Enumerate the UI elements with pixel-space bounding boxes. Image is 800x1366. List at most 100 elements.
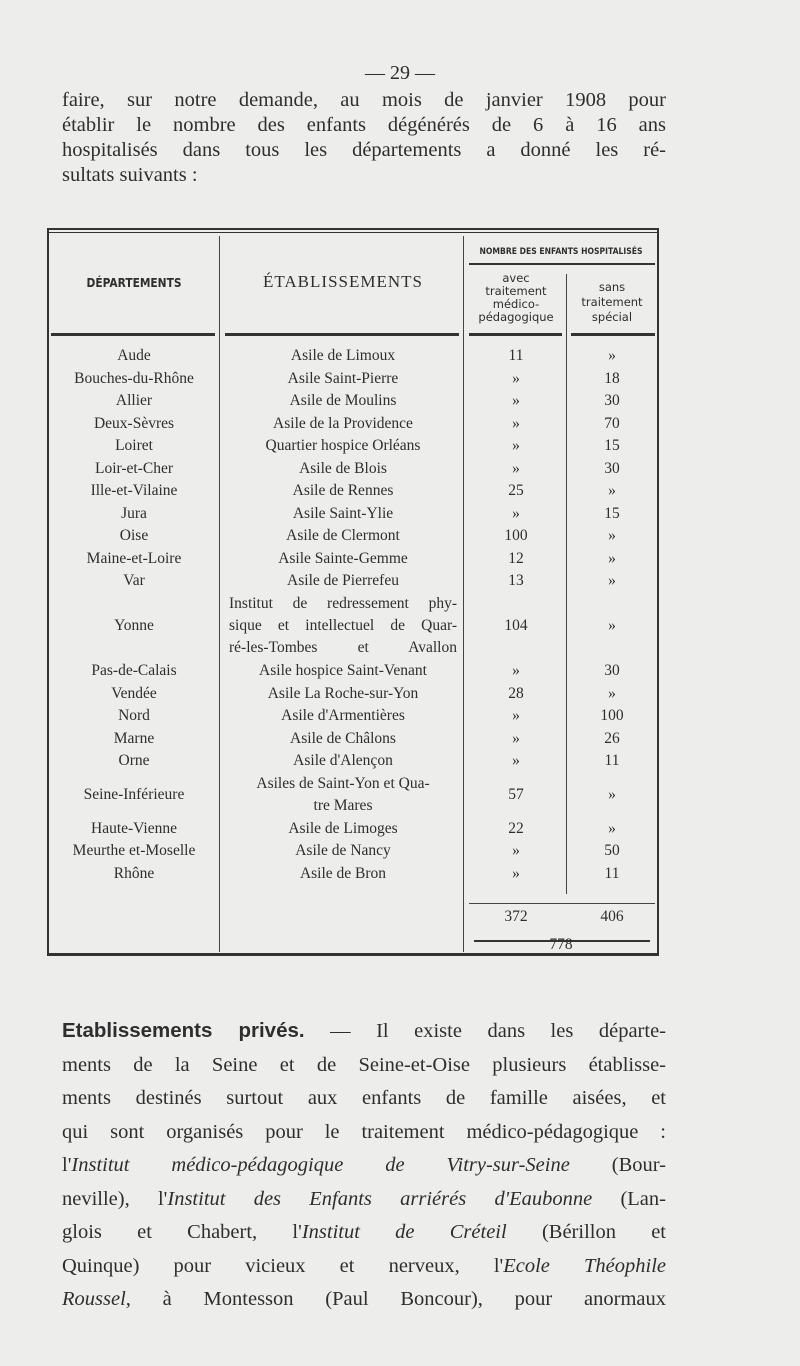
text-line: sultats suivants : bbox=[62, 164, 198, 186]
cell-line: Asile de la Providence bbox=[273, 414, 413, 432]
cell-etablissement: Asile La Roche-sur-Yon bbox=[221, 683, 465, 705]
text-line: Quinque) pour vicieux et nerveux, l'Ecol… bbox=[62, 1250, 666, 1284]
cell-line: Asile d'Armentières bbox=[281, 707, 405, 724]
table-row: Yonne Institut de redressement phy-sique … bbox=[49, 593, 657, 661]
table-row: Rhône Asile de Bron » 11 bbox=[49, 863, 657, 886]
header-group: NOMBRE DES ENFANTS HOSPITALISÉS bbox=[479, 247, 643, 257]
cell-etablissement: Asile de la Providence bbox=[221, 413, 465, 435]
cell-sans-traitement: 30 bbox=[604, 662, 620, 679]
header-avec: avec traitement médico- pédagogique bbox=[465, 272, 567, 324]
text-line: établir le nombre des enfants dégénérés … bbox=[62, 114, 666, 136]
text-segment: — Il existe dans les départe- bbox=[304, 1020, 666, 1042]
table-row: Marne Asile de Châlons » 26 bbox=[49, 728, 657, 751]
cell-line: Asile Saint-Pierre bbox=[287, 369, 399, 387]
column-divider bbox=[566, 274, 567, 894]
cell-etablissement: Asiles de Saint-Yon et Qua-tre Mares bbox=[221, 773, 465, 817]
cell-etablissement: Asile de Limoux bbox=[221, 345, 465, 367]
text-segment: , à Montesson (Paul Boncour), pour anorm… bbox=[125, 1288, 666, 1310]
header-rule bbox=[469, 333, 562, 336]
cell-avec-traitement: » bbox=[512, 369, 520, 387]
cell-avec-traitement: 28 bbox=[508, 684, 524, 702]
intro-paragraph: faire, sur notre demande, au mois de jan… bbox=[62, 88, 666, 188]
cell-line: Institut de redressement phy- bbox=[229, 594, 457, 612]
cell-etablissement: Asile de Bron bbox=[221, 863, 465, 885]
cell-line: Asile de Pierrefeu bbox=[287, 572, 399, 589]
cell-sans-traitement: » bbox=[608, 527, 616, 544]
table-row: Jura Asile Saint-Ylie » 15 bbox=[49, 503, 657, 526]
header-text: médico- bbox=[492, 297, 540, 311]
cell-etablissement: Asile de Nancy bbox=[221, 840, 465, 862]
table-row: Ille-et-Vilaine Asile de Rennes 25 » bbox=[49, 480, 657, 503]
cell-departement: Aude bbox=[117, 347, 151, 364]
cell-sans-traitement: » bbox=[608, 785, 616, 803]
cell-departement: Haute-Vienne bbox=[91, 819, 177, 837]
cell-etablissement: Asile de Rennes bbox=[221, 480, 465, 502]
header-text: pédagogique bbox=[478, 310, 554, 324]
cell-departement: Allier bbox=[115, 392, 153, 409]
cell-line: Asile de Limoux bbox=[290, 347, 396, 364]
cell-avec-traitement: 22 bbox=[508, 819, 524, 837]
cell-line: Asile La Roche-sur-Yon bbox=[267, 684, 419, 702]
cell-line: ré-les-Tombes et Avallon bbox=[229, 638, 457, 656]
cell-line: Asile de Bron bbox=[299, 864, 387, 882]
cell-sans-traitement: » bbox=[608, 347, 616, 364]
text-segment: l' bbox=[62, 1154, 72, 1176]
text-segment: ments destinés surtout aux enfants de fa… bbox=[62, 1087, 666, 1109]
column-divider bbox=[463, 236, 464, 952]
cell-line: Asile de Moulins bbox=[289, 392, 397, 409]
header-rule bbox=[571, 333, 655, 336]
table-row: Deux-Sèvres Asile de la Providence » 70 bbox=[49, 413, 657, 436]
cell-sans-traitement: 30 bbox=[604, 459, 620, 477]
table-row: Vendée Asile La Roche-sur-Yon 28 » bbox=[49, 683, 657, 706]
table-row: Orne Asile d'Alençon » 11 bbox=[49, 750, 657, 773]
cell-sans-traitement: » bbox=[608, 617, 616, 634]
cell-line: Asile de Blois bbox=[299, 459, 387, 477]
text-segment: neville), l' bbox=[62, 1187, 168, 1210]
cell-line: sique et intellectuel de Quar- bbox=[229, 616, 457, 634]
cell-sans-traitement: » bbox=[608, 482, 616, 499]
cell-etablissement: Asile hospice Saint-Venant bbox=[221, 660, 465, 682]
cell-avec-traitement: » bbox=[512, 729, 520, 747]
table-row: Aude Asile de Limoux 11 » bbox=[49, 345, 657, 368]
text-line: neville), l'Institut des Enfants arriéré… bbox=[62, 1183, 666, 1217]
header-etablissements: ÉTABLISSEMENTS bbox=[263, 272, 423, 291]
cell-avec-traitement: 13 bbox=[508, 572, 524, 589]
table-row: Haute-Vienne Asile de Limoges 22 » bbox=[49, 818, 657, 841]
cell-line: Asile de Châlons bbox=[290, 729, 396, 747]
cell-avec-traitement: » bbox=[512, 842, 520, 859]
hospitalized-children-table: DÉPARTEMENTS ÉTABLISSEMENTS NOMBRE DES E… bbox=[47, 228, 659, 956]
italic-title: Roussel bbox=[62, 1288, 126, 1310]
cell-sans-traitement: 15 bbox=[604, 504, 620, 522]
text-line: faire, sur notre demande, au mois de jan… bbox=[62, 89, 666, 111]
cell-line: Asile d'Alençon bbox=[293, 752, 393, 769]
cell-departement: Seine-Inférieure bbox=[83, 785, 185, 803]
italic-title: Institut médico-pédagogique de Vitry-sur… bbox=[71, 1154, 570, 1176]
cell-avec-traitement: 25 bbox=[508, 482, 524, 499]
text-segment: glois et Chabert, l' bbox=[62, 1221, 302, 1243]
header-text: sans bbox=[598, 280, 626, 294]
cell-departement: Maine-et-Loire bbox=[86, 549, 182, 567]
cell-avec-traitement: » bbox=[512, 504, 520, 522]
cell-sans-traitement: » bbox=[608, 684, 616, 702]
cell-line: Asiles de Saint-Yon et Qua- bbox=[256, 774, 430, 792]
cell-departement: Jura bbox=[121, 504, 147, 522]
cell-etablissement: Asile de Pierrefeu bbox=[221, 570, 465, 592]
cell-sans-traitement: 100 bbox=[600, 707, 624, 724]
cell-etablissement: Asile de Moulins bbox=[221, 390, 465, 412]
text-line: Roussel, à Montesson (Paul Boncour), pou… bbox=[62, 1283, 666, 1317]
grand-total: 778 bbox=[549, 936, 573, 953]
cell-etablissement: Asile Saint-Ylie bbox=[221, 503, 465, 525]
cell-avec-traitement: 100 bbox=[504, 527, 528, 544]
header-sans: sans traitement spécial bbox=[567, 280, 657, 325]
section-heading: Etablissements privés. bbox=[62, 1019, 305, 1042]
header-text: traitement bbox=[581, 295, 643, 309]
cell-departement: Deux-Sèvres bbox=[93, 414, 175, 432]
text-line: ments destinés surtout aux enfants de fa… bbox=[62, 1082, 666, 1116]
cell-avec-traitement: » bbox=[512, 437, 520, 454]
cell-line: Asile de Nancy bbox=[295, 842, 391, 859]
cell-line: Asile de Limoges bbox=[288, 819, 398, 837]
cell-sans-traitement: 50 bbox=[604, 842, 620, 859]
text-line: glois et Chabert, l'Institut de Créteil … bbox=[62, 1216, 666, 1250]
cell-line: Asile hospice Saint-Venant bbox=[259, 662, 427, 679]
cell-departement: Pas-de-Calais bbox=[91, 662, 177, 679]
